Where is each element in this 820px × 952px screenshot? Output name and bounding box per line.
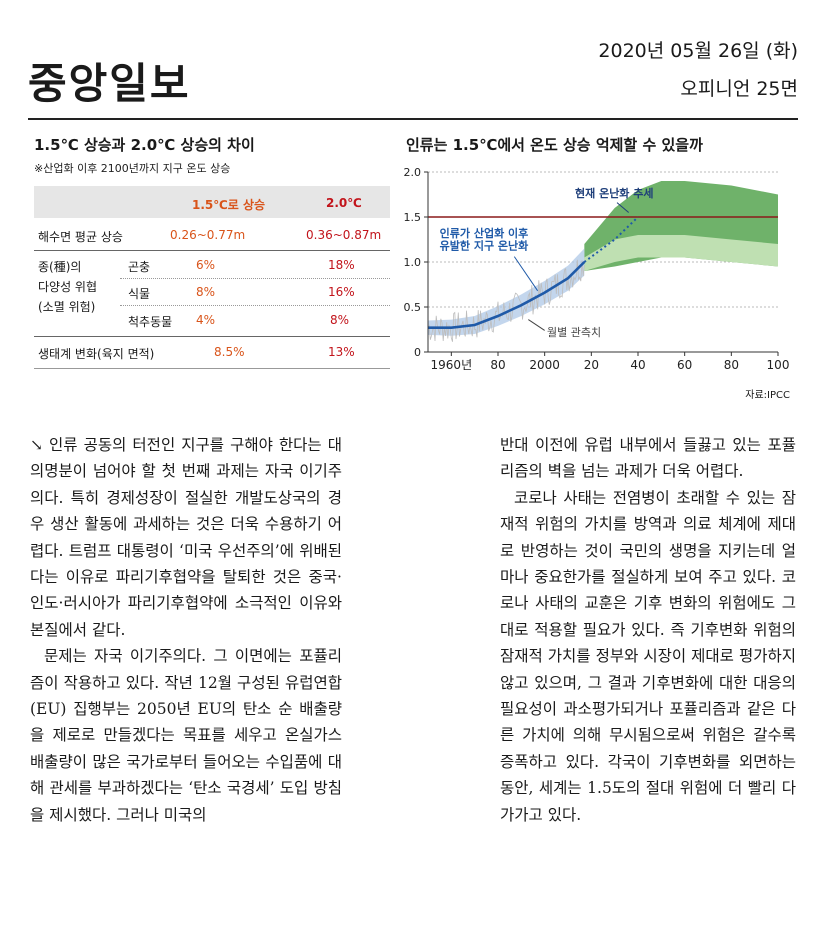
table-bottom-rule bbox=[34, 368, 390, 369]
row-insect-1-5: 6% bbox=[196, 258, 216, 272]
row-sea-2-0: 0.36~0.87m bbox=[306, 228, 382, 242]
row-label-eco: 생태계 변화(육지 면적) bbox=[38, 347, 155, 361]
table-title: 1.5℃ 상승과 2.0℃ 상승의 차이 bbox=[34, 136, 255, 154]
species-label-3: (소멸 위험) bbox=[38, 300, 96, 314]
col-header-1-5: 1.5℃로 상승 bbox=[192, 198, 266, 212]
row-plant-1-5: 8% bbox=[196, 285, 216, 299]
projection-range-inner bbox=[584, 235, 778, 271]
col-header-2-0: 2.0℃ bbox=[326, 196, 362, 210]
x-tick-label: 1960년 bbox=[431, 358, 473, 372]
row-vertebrate-1-5: 4% bbox=[196, 313, 216, 327]
x-tick-label: 80 bbox=[490, 358, 505, 372]
row-label-plant: 식물 bbox=[128, 287, 151, 301]
chart-axes: 0 0.5 1.0 1.5 2.0 1960년 80 2000 20 40 60 80 100 bbox=[404, 166, 790, 372]
row-label-insect: 곤충 bbox=[128, 260, 151, 274]
article-paragraph: 코로나 사태는 전염병이 초래할 수 있는 잠재적 위험의 가치를 방역과 의료… bbox=[500, 488, 796, 824]
species-label-2: 다양성 위협 bbox=[38, 280, 98, 294]
publication-date: 2020년 05월 26일 (화) bbox=[598, 40, 798, 62]
warming-chart: 0 0.5 1.0 1.5 2.0 1960년 80 2000 20 40 60 80 100 현재 온… bbox=[404, 166, 790, 372]
page-section: 오피니언 25면 bbox=[680, 78, 798, 100]
article-paragraph: 문제는 자국 이기주의다. 그 이면에는 포퓰리즘이 작용하고 있다. 작년 1… bbox=[30, 647, 342, 824]
article-paragraph: 반대 이전에 유럽 내부에서 들끓고 있는 포퓰리즘의 벽을 넘는 과제가 더욱… bbox=[500, 436, 796, 481]
row-vertebrate-2-0: 8% bbox=[330, 313, 350, 327]
row-label-vertebrate: 척추동물 bbox=[128, 315, 173, 329]
annotation-monthly: 월별 관측치 bbox=[547, 326, 601, 339]
table-header: 1.5℃로 상승 2.0℃ bbox=[34, 186, 390, 218]
x-tick-label: 60 bbox=[677, 358, 692, 372]
projection-bands bbox=[428, 181, 778, 336]
newspaper-logo: 중앙일보 bbox=[28, 59, 191, 108]
table-divider bbox=[34, 250, 390, 251]
x-tick-label: 40 bbox=[630, 358, 645, 372]
annotation-trend: 현재 온난화 추세 bbox=[575, 186, 654, 200]
annotation-human-1: 인류가 산업화 이후 bbox=[440, 226, 529, 240]
row-insect-2-0: 18% bbox=[328, 258, 355, 272]
annotation-leader bbox=[513, 256, 539, 292]
y-tick-label: 1.0 bbox=[404, 256, 422, 269]
x-tick-label: 80 bbox=[724, 358, 739, 372]
row-eco-1-5: 8.5% bbox=[214, 345, 245, 359]
table-dotted-rule bbox=[120, 305, 390, 306]
y-tick-label: 1.5 bbox=[404, 211, 422, 224]
annotation-human-2: 유발한 지구 온난화 bbox=[440, 238, 529, 252]
y-tick-label: 0.5 bbox=[404, 301, 422, 314]
table-note: ※산업화 이후 2100년까지 지구 온도 상승 bbox=[34, 162, 231, 175]
header-rule bbox=[28, 118, 798, 120]
annotation-leader bbox=[616, 202, 629, 213]
chart-source: 자료:IPCC bbox=[745, 390, 790, 401]
table-dotted-rule bbox=[120, 278, 390, 279]
x-tick-label: 100 bbox=[767, 358, 790, 372]
x-tick-label: 20 bbox=[584, 358, 599, 372]
article-column-1: ↘ 인류 공동의 터전인 지구를 구해야 한다는 대의명분이 넘어야 할 첫 번… bbox=[30, 432, 342, 828]
row-plant-2-0: 16% bbox=[328, 285, 355, 299]
monthly-observation-line bbox=[427, 259, 585, 342]
annotation-leader bbox=[528, 319, 545, 331]
table-divider bbox=[34, 336, 390, 337]
species-label-1: 종(種)의 bbox=[38, 260, 82, 274]
chart-title: 인류는 1.5℃에서 온도 상승 억제할 수 있을까 bbox=[406, 136, 703, 154]
row-eco-2-0: 13% bbox=[328, 345, 355, 359]
article-paragraph: ↘ 인류 공동의 터전인 지구를 구해야 한다는 대의명분이 넘어야 할 첫 번… bbox=[30, 436, 342, 639]
warming-lines bbox=[428, 216, 778, 329]
warming-line bbox=[428, 261, 586, 329]
row-label-sea: 해수면 평균 상승 bbox=[38, 230, 123, 244]
y-tick-label: 2.0 bbox=[404, 166, 422, 179]
article-column-2: 반대 이전에 유럽 내부에서 들끓고 있는 포퓰리즘의 벽을 넘는 과제가 더욱… bbox=[500, 432, 796, 828]
monthly-observations bbox=[427, 259, 585, 342]
x-tick-label: 2000 bbox=[529, 358, 560, 372]
row-sea-1-5: 0.26~0.77m bbox=[170, 228, 246, 242]
y-tick-label: 0 bbox=[414, 346, 421, 359]
